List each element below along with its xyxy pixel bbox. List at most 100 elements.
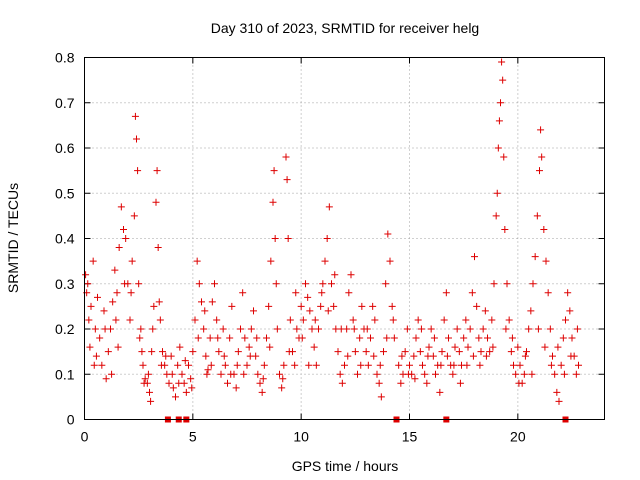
data-point (375, 379, 383, 387)
data-point (256, 379, 264, 387)
data-point (541, 343, 549, 351)
y-tick-label: 0.5 (55, 185, 75, 201)
data-point (203, 370, 211, 378)
data-point (282, 153, 290, 161)
data-point (560, 370, 568, 378)
data-point (559, 334, 567, 342)
data-point (267, 257, 275, 265)
data-point (315, 325, 322, 333)
data-point (507, 348, 515, 356)
data-point (258, 388, 266, 396)
data-point (284, 235, 292, 242)
data-point (185, 361, 192, 369)
data-point (245, 343, 253, 351)
data-point (575, 361, 582, 369)
data-point (383, 334, 391, 342)
data-point (421, 370, 429, 378)
data-point (443, 352, 451, 360)
data-point (247, 325, 255, 333)
data-point (298, 334, 306, 342)
y-tick-label: 0 (67, 412, 75, 428)
data-point (502, 325, 510, 333)
data-point (523, 348, 530, 356)
data-point (514, 343, 522, 351)
data-point (260, 361, 268, 369)
data-point (140, 379, 148, 387)
data-point (90, 361, 98, 369)
data-point (486, 348, 494, 356)
data-point (450, 361, 458, 369)
data-point (213, 316, 221, 324)
data-point (283, 176, 291, 184)
data-point (371, 316, 379, 324)
data-point (479, 325, 487, 333)
data-point (270, 167, 278, 175)
data-point (438, 348, 446, 356)
data-point (224, 379, 231, 387)
data-point (411, 375, 419, 383)
data-point (510, 361, 517, 369)
data-point (423, 379, 431, 387)
y-tick-label: 0.4 (55, 231, 75, 247)
data-point (181, 357, 189, 365)
data-point (306, 307, 314, 315)
data-point (516, 361, 524, 369)
data-point (390, 334, 398, 342)
data-point (520, 370, 528, 378)
data-point (398, 352, 406, 360)
data-point (96, 334, 104, 342)
data-point (362, 348, 370, 356)
data-point (424, 352, 432, 360)
data-point (202, 352, 210, 360)
x-tick-label: 10 (293, 429, 309, 445)
data-point (138, 348, 146, 356)
data-point (460, 334, 468, 342)
data-point (498, 58, 506, 66)
data-point (219, 325, 227, 333)
data-point (159, 348, 166, 356)
data-point (100, 307, 108, 315)
x-tick-label: 15 (402, 429, 418, 445)
data-point (370, 352, 378, 360)
data-point (188, 384, 196, 392)
data-point (384, 230, 392, 238)
data-point (367, 334, 374, 342)
x-tick-label: 0 (81, 429, 89, 445)
data-point (468, 289, 476, 297)
y-tick-label: 0.3 (55, 276, 75, 292)
data-point (567, 352, 575, 360)
data-point (572, 370, 580, 378)
data-point (338, 379, 346, 387)
data-point (566, 307, 574, 315)
data-point (388, 302, 396, 310)
data-point (174, 361, 182, 369)
data-point (490, 280, 498, 288)
data-point (297, 302, 305, 310)
data-point (87, 302, 95, 310)
data-point (135, 280, 143, 288)
data-point (200, 325, 208, 333)
data-point (354, 370, 361, 378)
data-point (269, 198, 277, 206)
data-point (259, 375, 267, 383)
data-point (85, 316, 93, 324)
data-point (386, 257, 394, 265)
data-point (191, 316, 199, 324)
data-point (189, 348, 197, 356)
data-point (120, 225, 127, 233)
data-point (555, 397, 563, 405)
data-point (336, 370, 344, 378)
data-point (377, 393, 385, 401)
data-point (547, 361, 555, 369)
data-point (217, 370, 225, 378)
data-point (331, 271, 339, 279)
plot-frame (84, 57, 605, 420)
data-point (130, 212, 138, 220)
data-point (317, 302, 325, 310)
data-point (430, 334, 438, 342)
data-point (198, 298, 205, 306)
y-tick-label: 0.6 (55, 140, 75, 156)
data-point (92, 352, 100, 360)
data-point (573, 325, 581, 333)
